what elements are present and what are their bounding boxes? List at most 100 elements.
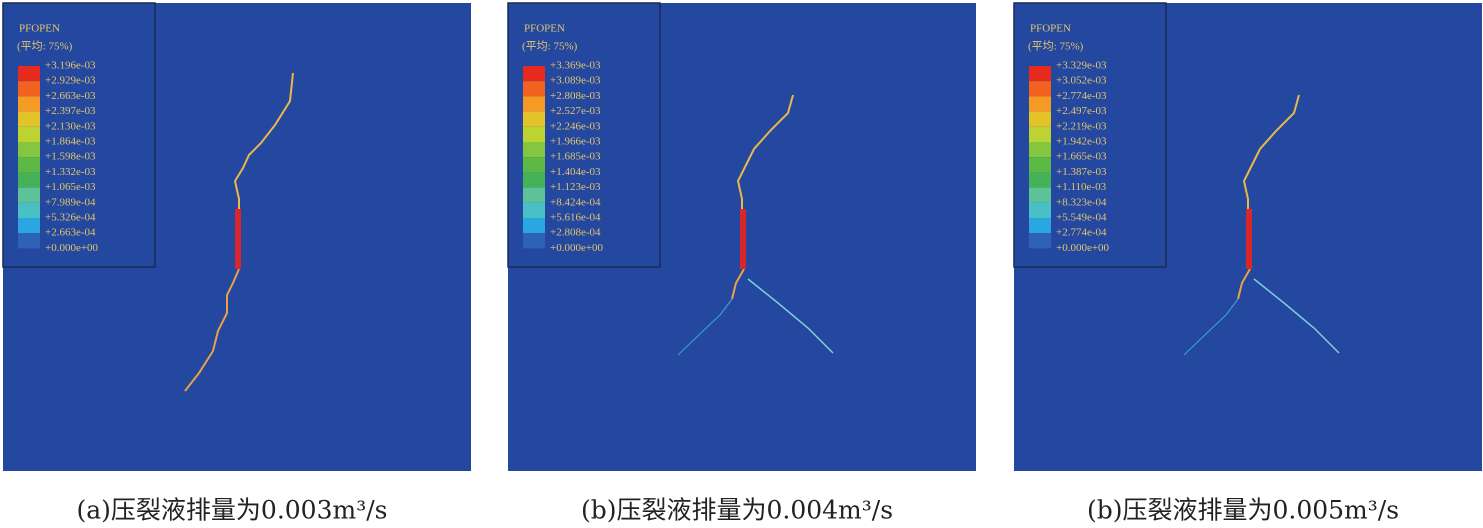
fracture-core [1246,209,1252,269]
legend-label: +3.196e-03 [45,60,96,72]
legend-label: +2.774e-04 [1056,227,1107,239]
legend-label: +1.665e-03 [1056,151,1107,163]
fracture-branch [1253,278,1340,354]
legend-swatch [1029,81,1051,97]
legend-label: +1.110e-03 [1056,181,1107,193]
legend-swatch [523,233,545,249]
legend-label: +2.219e-03 [1056,120,1107,132]
legend-swatch [18,172,40,188]
fracture [736,94,794,209]
fracture [731,268,745,300]
legend-label: +1.404e-03 [550,166,601,178]
legend-swatch [1029,157,1051,173]
legend-label: +3.329e-03 [1056,60,1107,72]
legend-swatch [523,202,545,218]
fracture-core [740,209,746,269]
legend-swatch [1029,233,1051,249]
legend-label: +2.527e-03 [550,105,601,117]
fracture [233,72,294,209]
fracture [184,268,240,392]
legend-label: +0.000e+00 [45,242,99,254]
legend-swatch [18,202,40,218]
legend-subtitle: (平均: 75%) [522,40,578,53]
legend-label: +5.616e-04 [550,212,601,224]
legend-swatch [18,187,40,203]
legend-swatch [1029,142,1051,158]
legend-swatch [523,66,545,82]
legend-title: PFOPEN [19,23,60,35]
legend-swatch [18,218,40,234]
legend-swatch [523,96,545,112]
caption: (a)压裂液排量为0.003m³/s [77,496,388,525]
legend-subtitle: (平均: 75%) [1028,40,1084,53]
legend-swatch [523,142,545,158]
legend-label: +1.966e-03 [550,136,601,148]
legend-swatch [18,233,40,249]
legend-label: +2.246e-03 [550,120,601,132]
legend-label: +1.332e-03 [45,166,96,178]
legend-label: +2.397e-03 [45,105,96,117]
legend-label: +8.424e-04 [550,196,601,208]
legend-swatch [523,218,545,234]
legend-swatch [1029,218,1051,234]
legend-label: +2.497e-03 [1056,105,1107,117]
legend-swatch [18,157,40,173]
legend-swatch [523,172,545,188]
panel: PFOPEN (平均: 75%) +3.196e-03 +2.929e-03 +2.66… [2,2,471,471]
legend-label: +3.052e-03 [1056,75,1107,87]
fracture-branch [1183,298,1239,356]
panel: PFOPEN (平均: 75%) +3.369e-03 +3.089e-03 +2.80… [507,2,976,471]
legend-swatch [18,96,40,112]
legend-title: PFOPEN [524,23,565,35]
legend-swatch [1029,202,1051,218]
legend-label: +2.130e-03 [45,120,96,132]
legend-label: +5.549e-04 [1056,212,1107,224]
legend-swatch [523,157,545,173]
legend-swatch [523,187,545,203]
legend-swatch [523,81,545,97]
legend-label: +5.326e-04 [45,212,96,224]
legend-swatch [1029,111,1051,127]
legend-swatch [18,126,40,142]
legend-label: +1.387e-03 [1056,166,1107,178]
legend-label: +1.598e-03 [45,151,96,163]
fracture [1242,94,1300,209]
legend-label: +2.808e-04 [550,227,601,239]
legend-label: +1.942e-03 [1056,136,1107,148]
legend-swatch [1029,126,1051,142]
legend-label: +7.989e-04 [45,196,96,208]
legend-label: +8.323e-04 [1056,196,1107,208]
legend-label: +3.089e-03 [550,75,601,87]
legend-swatch [1029,187,1051,203]
caption: (b)压裂液排量为0.005m³/s [1087,496,1399,525]
fracture [1237,268,1251,300]
legend-label: +0.000e+00 [550,242,604,254]
legend-label: +2.663e-04 [45,227,96,239]
legend-label: +0.000e+00 [1056,242,1110,254]
fracture-branch [747,278,834,354]
legend-swatch [18,66,40,82]
legend-label: +1.685e-03 [550,151,601,163]
legend-swatch [523,126,545,142]
fracture-core [235,209,241,269]
legend-swatch [1029,66,1051,82]
legend-label: +1.123e-03 [550,181,601,193]
legend-title: PFOPEN [1030,23,1071,35]
legend-swatch [523,111,545,127]
fracture-branch [677,298,733,356]
legend-swatch [1029,96,1051,112]
legend-label: +2.774e-03 [1056,90,1107,102]
legend-label: +2.929e-03 [45,75,96,87]
legend-swatch [18,81,40,97]
legend-label: +3.369e-03 [550,60,601,72]
panel: PFOPEN (平均: 75%) +3.329e-03 +3.052e-03 +2.77… [1013,2,1482,471]
legend-label: +1.864e-03 [45,136,96,148]
legend-label: +1.065e-03 [45,181,96,193]
legend-label: +2.808e-03 [550,90,601,102]
legend-swatch [18,111,40,127]
legend-swatch [1029,172,1051,188]
legend-swatch [18,142,40,158]
legend-subtitle: (平均: 75%) [17,40,73,53]
legend-label: +2.663e-03 [45,90,96,102]
